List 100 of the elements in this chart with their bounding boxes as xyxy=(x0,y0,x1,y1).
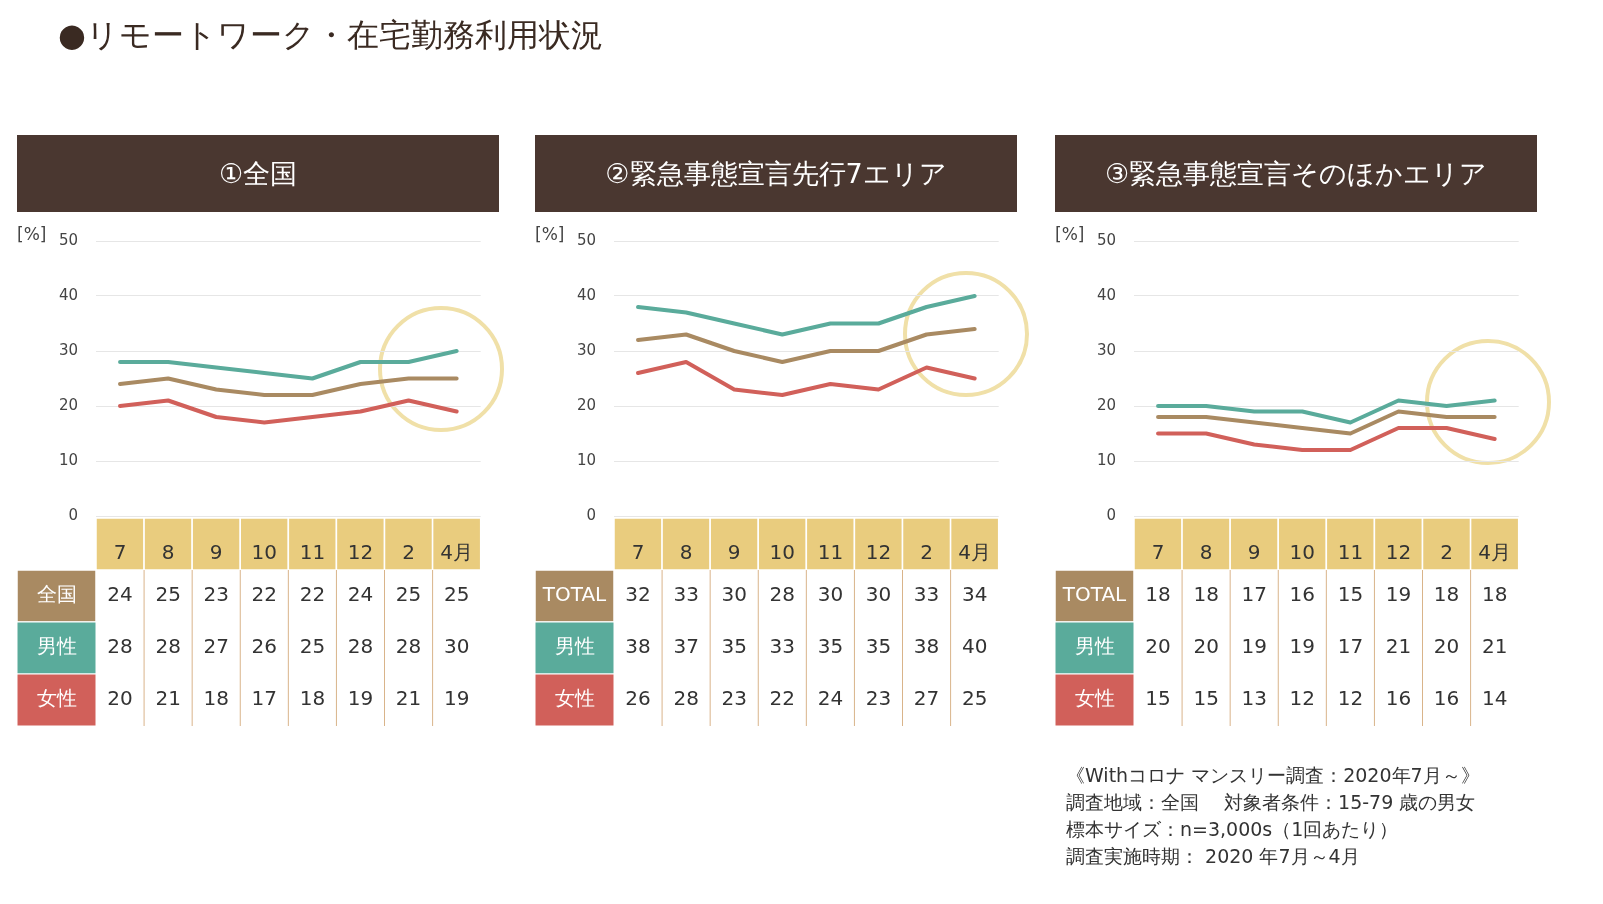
data-label: 18 xyxy=(1193,582,1219,607)
data-label: 15 xyxy=(1337,582,1364,607)
data-label: 12 xyxy=(1337,686,1364,711)
y-tick-label: 20 xyxy=(58,395,78,414)
data-label: 30 xyxy=(817,582,844,607)
data-label: 16 xyxy=(1289,582,1316,607)
data-label: 22 xyxy=(299,582,326,607)
text: 《Withコロナ マンスリー調査：2020年7月～》 xyxy=(1066,763,1480,788)
x-tick-label: 7 xyxy=(113,540,127,565)
x-tick-label: 10 xyxy=(769,540,796,565)
x-tick-label: 8 xyxy=(679,540,693,565)
y-tick-label: 0 xyxy=(586,505,596,524)
y-tick-label: 30 xyxy=(58,340,78,359)
x-tick-label: 8 xyxy=(1199,540,1213,565)
data-label: 35 xyxy=(817,634,844,659)
y-tick-label: 20 xyxy=(1096,395,1116,414)
data-label: 28 xyxy=(769,582,796,607)
x-tick-label: 8 xyxy=(161,540,175,565)
y-tick-label: 40 xyxy=(1096,285,1116,304)
x-tick-label: 4月 xyxy=(958,540,991,565)
y-tick-label: 40 xyxy=(58,285,78,304)
text: 女性 xyxy=(554,686,595,711)
data-label: 28 xyxy=(347,634,374,659)
data-label: 17 xyxy=(1241,582,1267,607)
x-tick-label: 9 xyxy=(727,540,741,565)
data-label: 22 xyxy=(251,582,278,607)
y-tick-label: 0 xyxy=(68,505,78,524)
data-label: 12 xyxy=(1289,686,1316,711)
chart-title: ②緊急事態宣言先行7エリア xyxy=(535,135,1017,212)
y-tick-label: 10 xyxy=(576,450,596,469)
x-tick-label: 10 xyxy=(1289,540,1316,565)
data-label: 20 xyxy=(1193,634,1219,659)
data-label: 37 xyxy=(673,634,699,659)
data-label: 22 xyxy=(769,686,796,711)
data-label: 24 xyxy=(107,582,133,607)
data-label: 26 xyxy=(625,686,651,711)
data-label: 24 xyxy=(347,582,374,607)
data-label: 18 xyxy=(1481,582,1508,607)
data-label: 25 xyxy=(155,582,181,607)
y-axis-title: [%] xyxy=(535,224,565,245)
data-label: 21 xyxy=(1385,634,1412,659)
y-tick-label: 30 xyxy=(576,340,596,359)
y-axis-title: [%] xyxy=(17,224,47,245)
data-label: 33 xyxy=(913,582,940,607)
y-tick-label: 10 xyxy=(58,450,78,469)
data-label: 16 xyxy=(1385,686,1412,711)
data-label: 32 xyxy=(625,582,651,607)
text: 全国 xyxy=(36,582,77,607)
data-label: 19 xyxy=(1385,582,1412,607)
x-tick-label: 11 xyxy=(299,540,326,565)
data-label: 28 xyxy=(107,634,133,659)
text: 女性 xyxy=(1074,686,1115,711)
x-tick-label: 2 xyxy=(402,540,415,565)
x-tick-label: 2 xyxy=(1440,540,1453,565)
data-label: 23 xyxy=(865,686,892,711)
data-label: 28 xyxy=(673,686,699,711)
data-label: 13 xyxy=(1241,686,1267,711)
data-label: 35 xyxy=(721,634,747,659)
y-tick-label: 50 xyxy=(576,230,596,249)
data-label: 30 xyxy=(721,582,747,607)
data-label: 21 xyxy=(395,686,422,711)
data-label: 20 xyxy=(1433,634,1460,659)
data-label: 38 xyxy=(913,634,940,659)
data-label: 18 xyxy=(203,686,229,711)
data-label: 20 xyxy=(107,686,133,711)
text: 調査地域：全国 対象者条件：15-79 歳の男女 xyxy=(1066,790,1477,815)
x-tick-label: 12 xyxy=(865,540,892,565)
x-tick-label: 7 xyxy=(1151,540,1165,565)
data-label: 19 xyxy=(443,686,470,711)
x-tick-label: 9 xyxy=(209,540,223,565)
data-label: 18 xyxy=(299,686,326,711)
data-label: 33 xyxy=(769,634,796,659)
data-label: 25 xyxy=(443,582,470,607)
text: 女性 xyxy=(36,686,77,711)
text: 標本サイズ：n=3,000s（1回あたり） xyxy=(1066,817,1400,842)
data-label: 25 xyxy=(299,634,326,659)
y-tick-label: 40 xyxy=(576,285,596,304)
y-tick-label: 50 xyxy=(58,230,78,249)
chart-title: ③緊急事態宣言そのほかエリア xyxy=(1055,135,1537,212)
data-label: 23 xyxy=(721,686,747,711)
chart-title: ①全国 xyxy=(17,135,499,212)
data-label: 28 xyxy=(395,634,422,659)
data-label: 40 xyxy=(961,634,988,659)
data-label: 21 xyxy=(155,686,181,711)
data-label: 20 xyxy=(1145,634,1171,659)
x-tick-label: 7 xyxy=(631,540,645,565)
data-label: 18 xyxy=(1145,582,1171,607)
data-label: 17 xyxy=(1337,634,1364,659)
y-tick-label: 10 xyxy=(1096,450,1116,469)
x-tick-label: 11 xyxy=(1337,540,1364,565)
data-label: 25 xyxy=(961,686,988,711)
data-label: 25 xyxy=(395,582,422,607)
data-label: 38 xyxy=(625,634,651,659)
x-tick-label: 4月 xyxy=(440,540,473,565)
data-label: 24 xyxy=(817,686,844,711)
data-label: 30 xyxy=(865,582,892,607)
text: 男性 xyxy=(1074,634,1115,659)
data-label: 15 xyxy=(1145,686,1171,711)
data-label: 19 xyxy=(347,686,374,711)
text: 男性 xyxy=(554,634,595,659)
